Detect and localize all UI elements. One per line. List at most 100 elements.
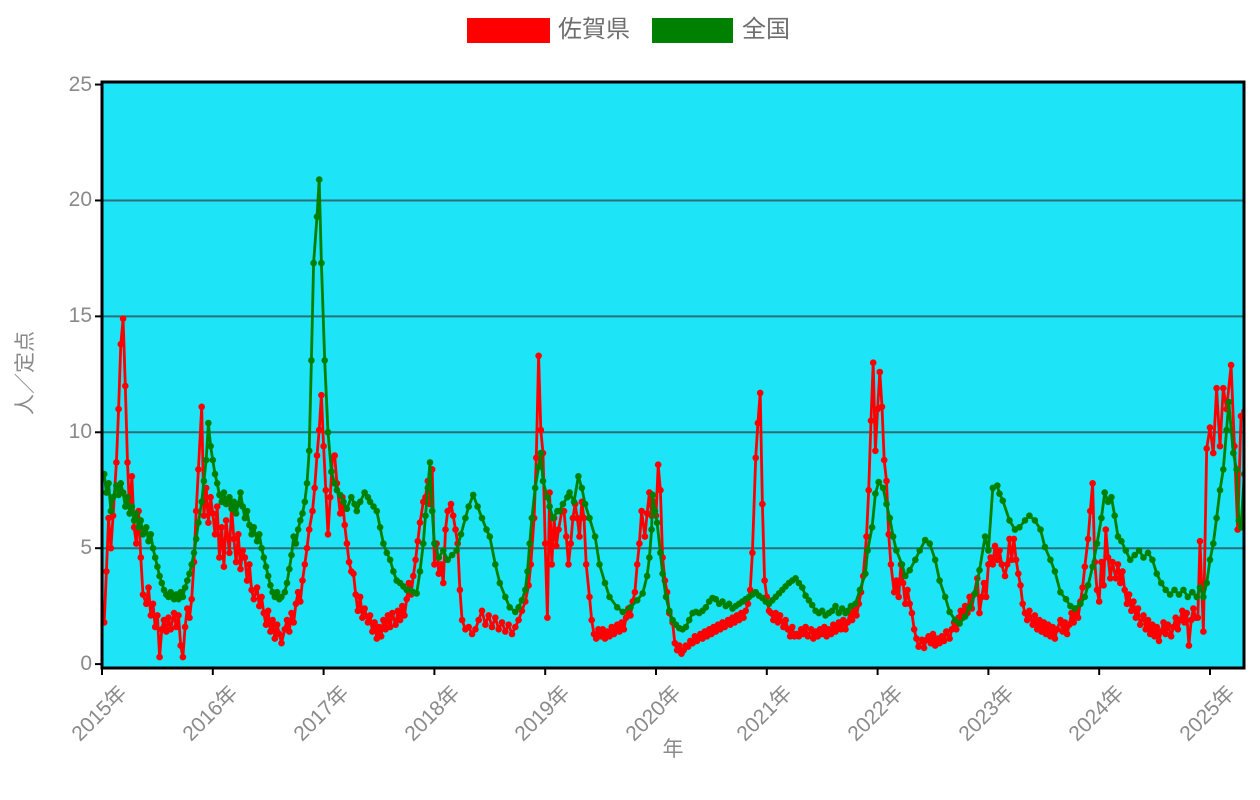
data-point xyxy=(283,616,291,624)
data-point xyxy=(143,524,150,531)
data-point xyxy=(145,584,152,591)
data-point xyxy=(195,519,202,526)
data-point xyxy=(512,623,519,631)
data-point xyxy=(662,593,670,601)
data-point xyxy=(262,621,270,628)
data-point xyxy=(875,478,882,486)
data-point xyxy=(246,561,253,568)
data-point xyxy=(946,635,953,642)
data-point xyxy=(591,533,599,540)
data-point xyxy=(333,486,341,494)
data-point xyxy=(1140,612,1147,619)
data-point xyxy=(137,554,145,561)
data-point xyxy=(133,510,140,517)
data-point xyxy=(1084,535,1092,543)
data-point xyxy=(526,540,533,547)
data-point xyxy=(890,588,898,596)
data-point xyxy=(209,510,217,517)
y-tick-label: 20 xyxy=(68,188,92,212)
data-point xyxy=(1132,614,1140,621)
data-point xyxy=(437,561,445,568)
data-point xyxy=(303,544,311,552)
plot-area xyxy=(102,82,1244,668)
data-point xyxy=(795,579,803,587)
data-point xyxy=(414,537,422,545)
data-point xyxy=(156,653,163,661)
data-point xyxy=(515,604,522,611)
data-point xyxy=(1071,605,1079,612)
data-point xyxy=(303,480,311,487)
data-point xyxy=(1128,607,1135,615)
data-point xyxy=(921,536,929,544)
data-point xyxy=(209,456,217,464)
data-point xyxy=(198,498,205,506)
data-point xyxy=(931,556,939,564)
data-point xyxy=(898,561,906,568)
data-point xyxy=(649,491,656,499)
data-point xyxy=(1112,575,1120,582)
data-point xyxy=(991,542,999,550)
data-point xyxy=(856,586,864,594)
data-point xyxy=(478,607,486,615)
data-point xyxy=(273,588,281,596)
data-point xyxy=(869,359,877,367)
data-point xyxy=(105,480,112,487)
data-point xyxy=(1185,642,1193,649)
data-point xyxy=(181,623,189,631)
data-point xyxy=(916,547,923,554)
data-point xyxy=(184,577,191,584)
data-point xyxy=(1108,493,1115,501)
data-point xyxy=(613,604,621,611)
data-point xyxy=(230,535,238,543)
data-point xyxy=(235,531,242,538)
data-point xyxy=(804,633,812,640)
data-point xyxy=(107,507,115,515)
data-point xyxy=(996,547,1003,554)
data-point xyxy=(453,547,460,554)
data-point xyxy=(883,500,890,508)
data-point xyxy=(508,630,516,638)
data-point xyxy=(725,600,733,608)
data-point xyxy=(842,626,849,633)
data-point xyxy=(893,547,900,554)
data-point xyxy=(336,510,344,517)
data-point xyxy=(1029,621,1036,628)
data-point xyxy=(533,454,540,462)
data-point xyxy=(852,600,859,608)
data-point xyxy=(657,549,664,557)
data-point xyxy=(122,503,129,510)
data-point xyxy=(1109,558,1116,566)
data-point xyxy=(305,526,313,533)
data-point xyxy=(243,577,251,584)
data-point xyxy=(1062,595,1070,603)
data-point xyxy=(416,519,424,526)
data-point xyxy=(181,584,189,591)
data-point xyxy=(586,514,593,522)
data-point xyxy=(606,593,613,601)
data-point xyxy=(447,500,455,508)
data-point xyxy=(880,456,888,464)
data-point xyxy=(1118,537,1125,545)
data-point xyxy=(782,616,789,624)
data-point xyxy=(1203,445,1210,452)
data-point xyxy=(940,637,948,645)
data-point xyxy=(331,480,339,487)
data-point xyxy=(1001,572,1009,580)
data-point xyxy=(326,493,334,501)
data-point xyxy=(1175,591,1183,598)
data-point xyxy=(286,628,293,635)
data-point xyxy=(416,568,424,575)
data-point xyxy=(458,616,466,624)
data-point xyxy=(893,577,900,584)
data-point xyxy=(844,607,851,615)
data-point xyxy=(255,531,263,538)
data-point xyxy=(1093,540,1101,547)
data-point xyxy=(1089,563,1096,570)
data-point xyxy=(412,556,419,564)
data-point xyxy=(596,561,603,568)
data-point xyxy=(294,588,302,596)
data-point xyxy=(359,614,366,621)
data-point xyxy=(457,531,465,538)
data-point xyxy=(1227,361,1235,369)
data-point xyxy=(495,626,503,633)
